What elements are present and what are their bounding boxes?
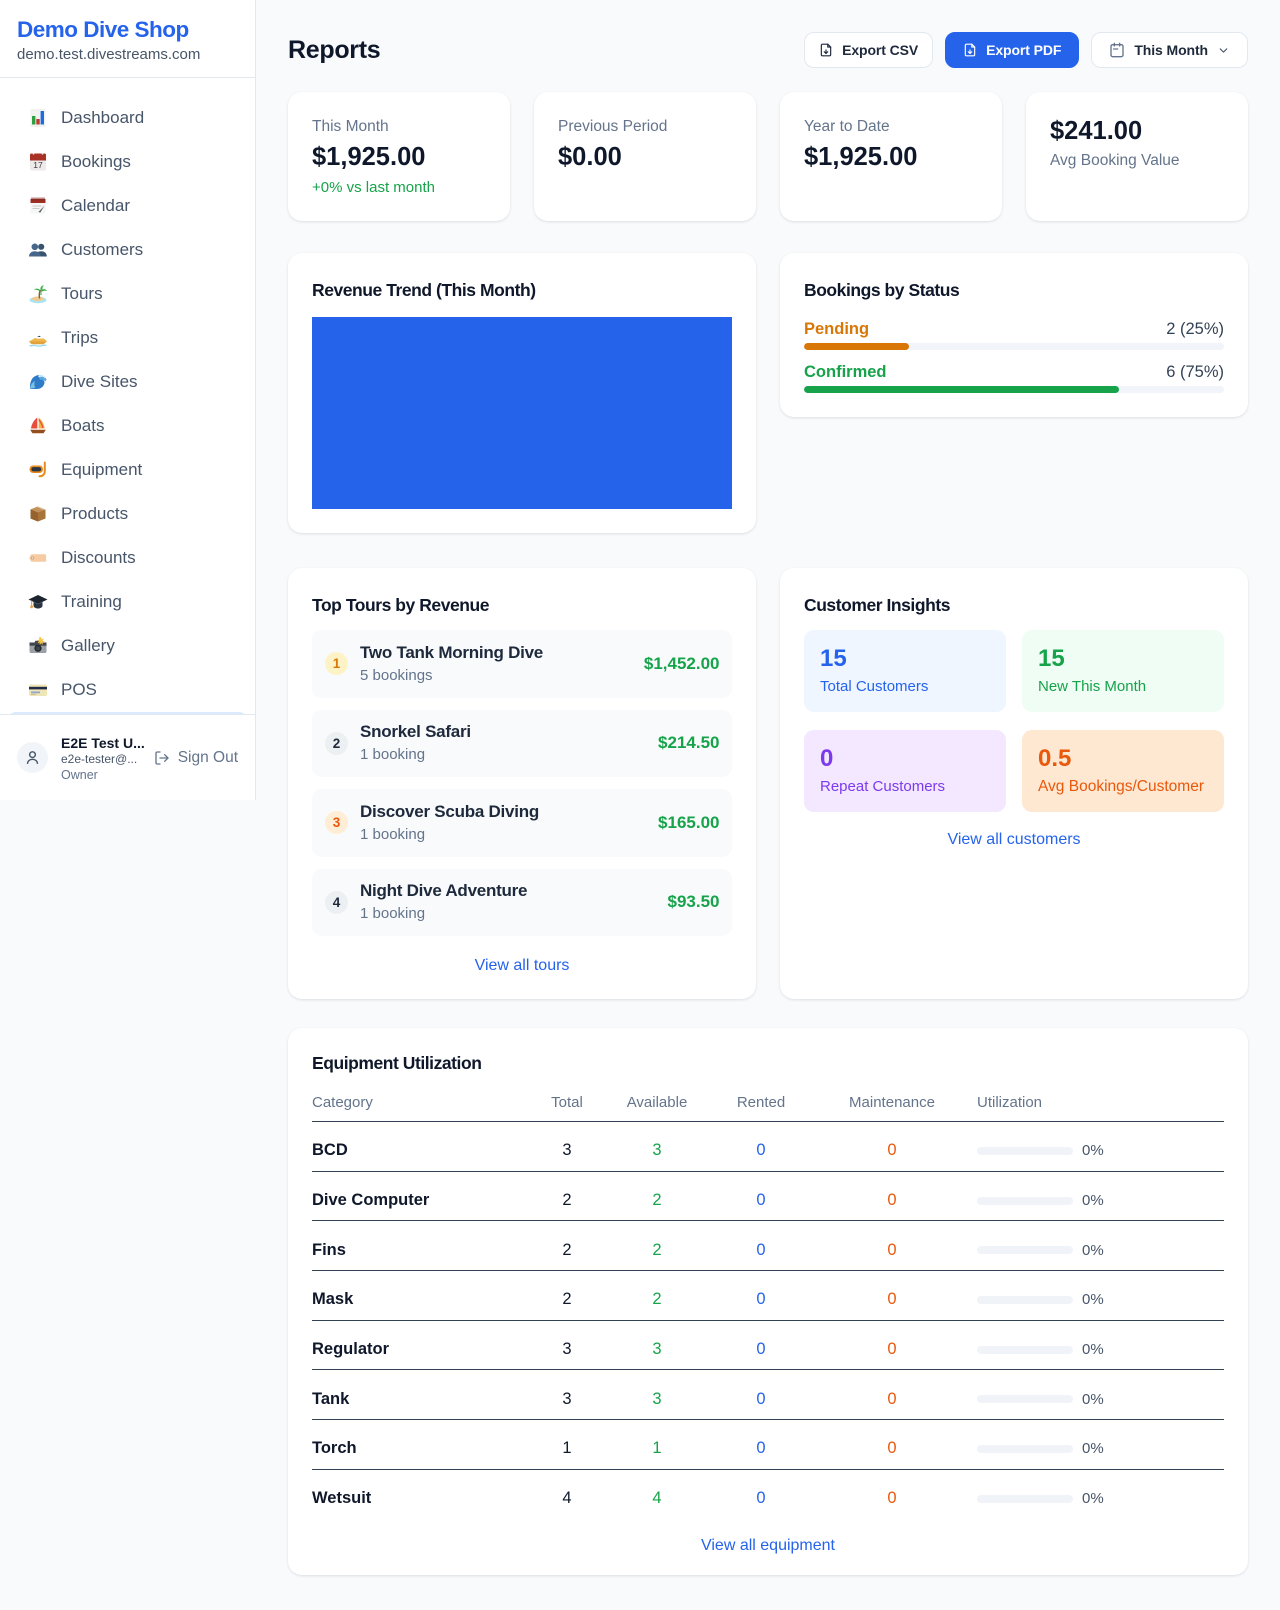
svg-text:17: 17 — [33, 160, 43, 170]
